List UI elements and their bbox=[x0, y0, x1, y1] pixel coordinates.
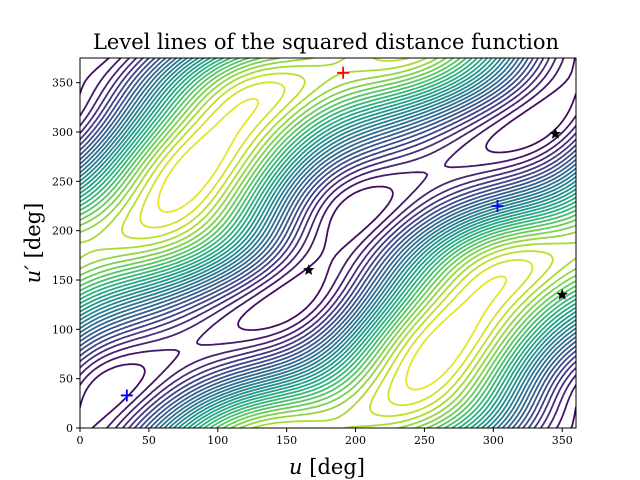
contour-line bbox=[80, 58, 576, 428]
y-tick-label: 150 bbox=[52, 274, 73, 287]
contour-lines bbox=[80, 58, 576, 428]
contour-line bbox=[80, 58, 576, 428]
x-axis-ticks: 0 50 100 150 200 250 300 350 bbox=[77, 428, 573, 447]
contour-line bbox=[80, 58, 576, 428]
contour-line bbox=[157, 97, 508, 391]
contour-line bbox=[80, 58, 576, 428]
contour-line bbox=[80, 58, 576, 428]
x-tick-label: 50 bbox=[142, 434, 156, 447]
x-tick-label: 0 bbox=[77, 434, 84, 447]
star-marker bbox=[556, 288, 568, 300]
markers bbox=[120, 66, 568, 402]
y-tick-label: 100 bbox=[52, 323, 73, 336]
contour-line bbox=[121, 58, 554, 417]
y-axis-ticks: 0 50 100 150 200 250 300 350 bbox=[52, 77, 80, 435]
plus-marker bbox=[120, 389, 133, 402]
contour-line bbox=[80, 58, 576, 428]
y-axis-label: u′ [deg] bbox=[21, 203, 45, 284]
plus-marker bbox=[337, 66, 350, 79]
contour-line bbox=[80, 58, 576, 428]
x-axis-label: u [deg] bbox=[289, 455, 365, 479]
plus-marker bbox=[491, 200, 504, 212]
contour-line bbox=[80, 58, 576, 428]
x-tick-label: 150 bbox=[276, 434, 297, 447]
x-tick-label: 200 bbox=[345, 434, 366, 447]
plot-frame bbox=[79, 57, 577, 429]
y-tick-label: 50 bbox=[59, 373, 73, 386]
x-tick-label: 350 bbox=[552, 434, 573, 447]
x-tick-label: 300 bbox=[483, 434, 504, 447]
contour-line bbox=[80, 58, 576, 428]
contour-line bbox=[80, 58, 576, 428]
star-marker bbox=[303, 264, 315, 275]
contour-line bbox=[80, 58, 576, 428]
x-tick-label: 250 bbox=[414, 434, 435, 447]
y-tick-label: 350 bbox=[52, 77, 73, 90]
y-tick-label: 250 bbox=[52, 175, 73, 188]
star-marker bbox=[549, 128, 561, 139]
contour-line bbox=[139, 81, 534, 407]
y-tick-label: 300 bbox=[52, 126, 73, 139]
x-tick-label: 100 bbox=[207, 434, 228, 447]
y-tick-label: 0 bbox=[66, 422, 73, 435]
y-tick-label: 200 bbox=[52, 225, 73, 238]
contour-line bbox=[80, 58, 576, 428]
contour-line bbox=[80, 58, 576, 428]
chart-title: Level lines of the squared distance func… bbox=[93, 30, 559, 54]
